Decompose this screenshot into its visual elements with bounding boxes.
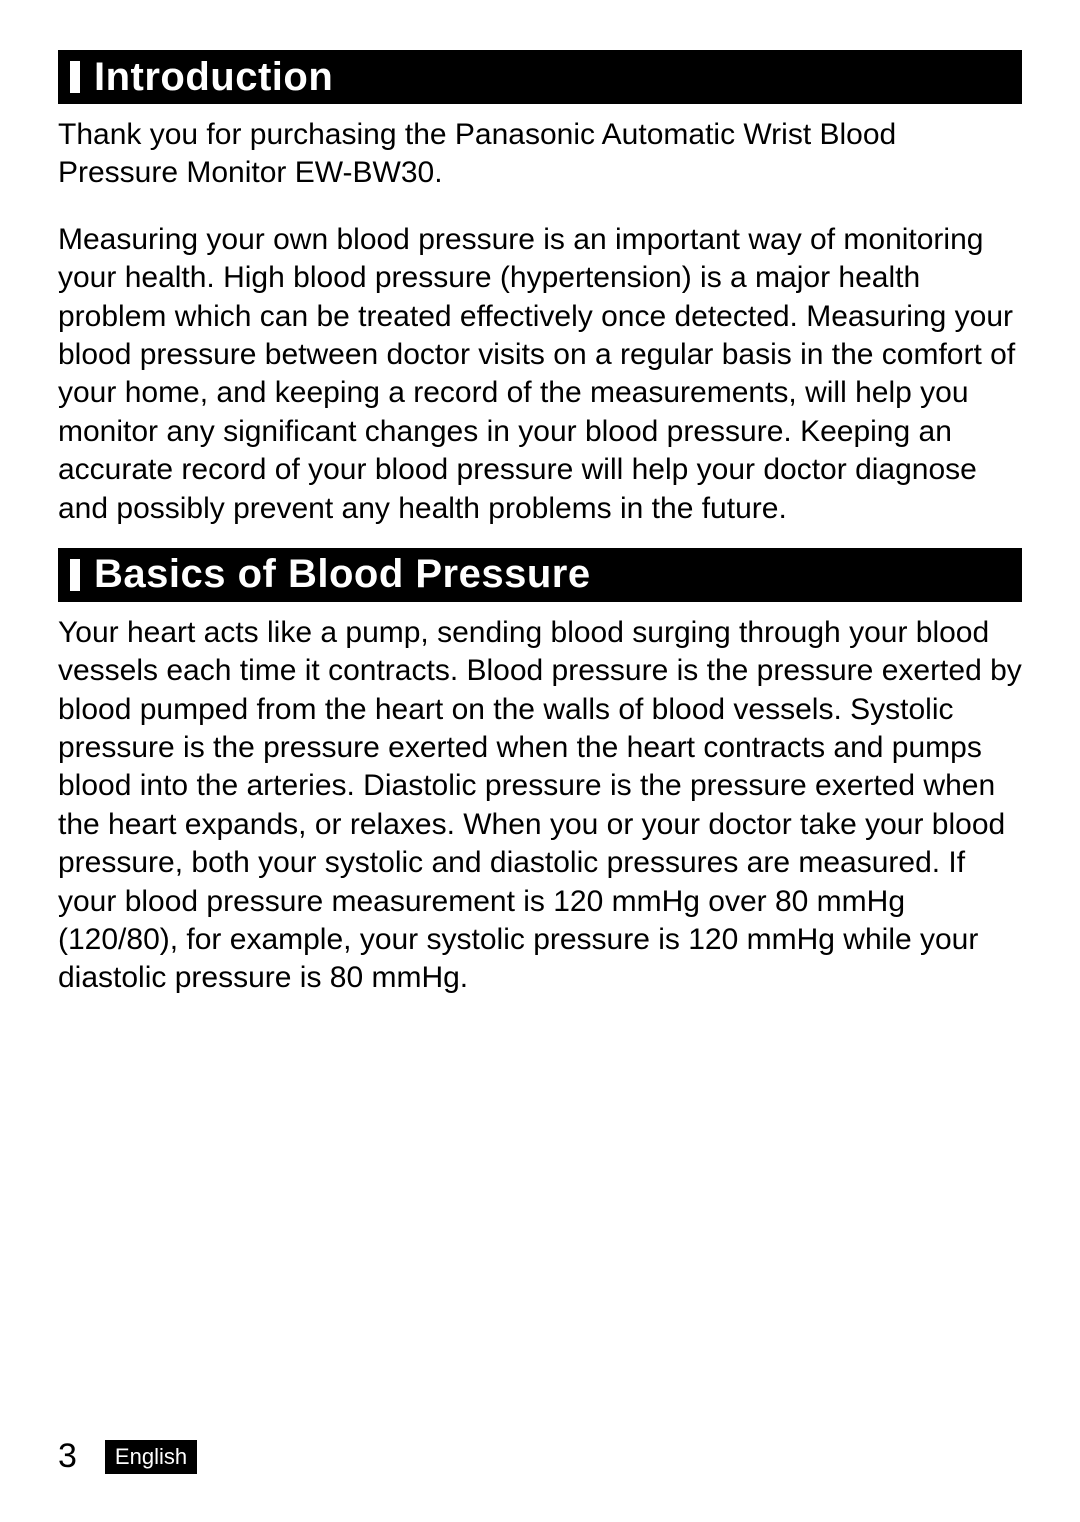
page-number: 3 — [58, 1437, 77, 1476]
language-badge: English — [105, 1440, 197, 1474]
section-marker-icon — [70, 559, 80, 591]
section-title: Introduction — [94, 55, 333, 100]
section-header-introduction: Introduction — [58, 50, 1022, 104]
section-marker-icon — [70, 61, 80, 93]
paragraph: Thank you for purchasing the Panasonic A… — [58, 116, 1022, 193]
page-footer: 3 English — [58, 1437, 197, 1476]
document-page: Introduction Thank you for purchasing th… — [0, 0, 1080, 1522]
paragraph: Your heart acts like a pump, sending blo… — [58, 614, 1022, 998]
section-header-basics: Basics of Blood Pressure — [58, 548, 1022, 602]
section-title: Basics of Blood Pressure — [94, 552, 591, 597]
paragraph: Measuring your own blood pressure is an … — [58, 221, 1022, 528]
